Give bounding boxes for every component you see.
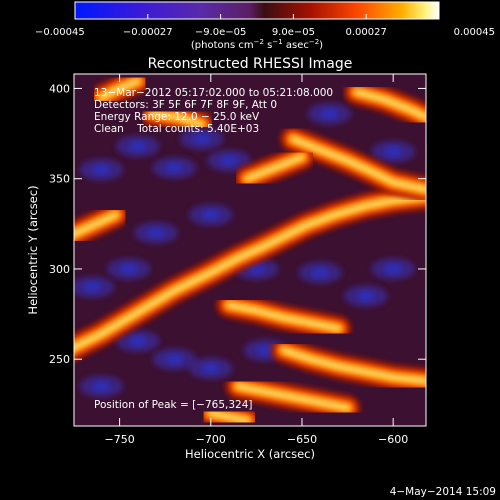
dark-lobe-core bbox=[92, 381, 111, 392]
colorbar: −0.00045 −0.00027 −9.0e−05 9.0e−05 0.00027 0.… bbox=[35, 1, 495, 51]
dark-lobe-core bbox=[201, 209, 220, 220]
dark-lobe-core bbox=[165, 354, 184, 365]
x-tick-label: −650 bbox=[287, 433, 317, 446]
dark-lobe-core bbox=[147, 227, 166, 238]
bright-ridge-5-layer-3 bbox=[236, 384, 350, 410]
dark-lobe-core bbox=[384, 146, 403, 157]
colorbar-tick-label: 0.00045 bbox=[454, 27, 495, 38]
heatmap-image bbox=[74, 74, 426, 426]
dark-lobe-core bbox=[165, 162, 184, 173]
colorbar-tick-label: −0.00045 bbox=[35, 27, 85, 38]
y-tick-label: 350 bbox=[49, 173, 70, 186]
bright-ridge-1-layer-3 bbox=[74, 212, 118, 237]
y-tick-label: 400 bbox=[49, 82, 70, 95]
bright-ridge-3-layer-3 bbox=[227, 303, 341, 331]
x-tick-label: −600 bbox=[378, 433, 408, 446]
bright-ridge-10-layer-3 bbox=[99, 79, 140, 100]
peak-position-label: Position of Peak = [−765,324] bbox=[94, 399, 253, 411]
plot-frame bbox=[73, 73, 427, 427]
dark-lobes bbox=[74, 102, 416, 398]
dark-lobe-core bbox=[128, 141, 147, 152]
colorbar-tick-label: −9.0e−05 bbox=[195, 27, 247, 38]
dark-lobe-core bbox=[320, 108, 339, 119]
bright-ridge-7-layer-3 bbox=[245, 155, 304, 181]
annotation-energy: Energy Range: 12.0 − 25.0 keV bbox=[94, 111, 260, 123]
colorbar-tick-label: 9.0e−05 bbox=[272, 27, 315, 38]
bright-ridges bbox=[74, 74, 426, 426]
footer-date: 4−May−2014 15:09 bbox=[390, 486, 496, 498]
y-axis-label: Heliocentric Y (arcsec) bbox=[26, 185, 40, 314]
dark-lobe-core bbox=[256, 345, 275, 356]
colorbar-gradient bbox=[74, 1, 440, 20]
bright-ridge-4-layer-3 bbox=[281, 348, 426, 383]
y-tick-label: 250 bbox=[49, 353, 70, 366]
dark-lobe-core bbox=[311, 267, 330, 278]
x-tick-label: −750 bbox=[104, 433, 134, 446]
dark-lobe-core bbox=[119, 263, 138, 274]
dark-lobe-core bbox=[220, 155, 239, 166]
bright-ridge-8-layer-3 bbox=[354, 90, 426, 120]
dark-lobe-core bbox=[247, 263, 266, 274]
info-annotations: 13−Mar−2012 05:17:02.000 to 05:21:08.000… bbox=[94, 87, 333, 135]
bright-ridge-9-layer-3 bbox=[208, 411, 250, 423]
axis-tick-labels: −750 −700 −650 −600 250 300 350 400 bbox=[49, 82, 408, 446]
bright-ridge-2-layer-3 bbox=[150, 111, 204, 127]
colorbar-tick-label: −0.00027 bbox=[123, 27, 173, 38]
x-axis-label: Heliocentric X (arcsec) bbox=[185, 447, 315, 461]
dark-lobe-core bbox=[83, 282, 102, 293]
colorbar-tick-labels: −0.00045 −0.00027 −9.0e−05 9.0e−05 0.00027 0.… bbox=[35, 27, 495, 38]
colorbar-units: (photons cm−2 s−1 asec−2) bbox=[191, 38, 323, 51]
bright-ridge-0-layer-3 bbox=[74, 194, 426, 350]
annotation-time: 13−Mar−2012 05:17:02.000 to 05:21:08.000 bbox=[94, 87, 333, 99]
y-tick-label: 300 bbox=[49, 263, 70, 276]
dark-lobe-core bbox=[384, 263, 403, 274]
dark-lobe-core bbox=[356, 291, 375, 302]
chart-title: Reconstructed RHESSI Image bbox=[148, 56, 353, 72]
colorbar-ticks bbox=[74, 14, 440, 19]
dark-lobe-core bbox=[128, 336, 147, 347]
annotation-clean: Clean Total counts: 5.40E+03 bbox=[94, 123, 259, 135]
axis-ticks bbox=[74, 74, 426, 426]
x-tick-label: −700 bbox=[196, 433, 226, 446]
dark-lobe-core bbox=[92, 164, 111, 175]
annotation-detectors: Detectors: 3F 5F 6F 7F 8F 9F, Att 0 bbox=[94, 99, 277, 111]
dark-lobe-core bbox=[201, 363, 220, 374]
colorbar-tick-label: 0.00027 bbox=[346, 27, 387, 38]
bright-ridge-6-layer-3 bbox=[290, 137, 426, 192]
